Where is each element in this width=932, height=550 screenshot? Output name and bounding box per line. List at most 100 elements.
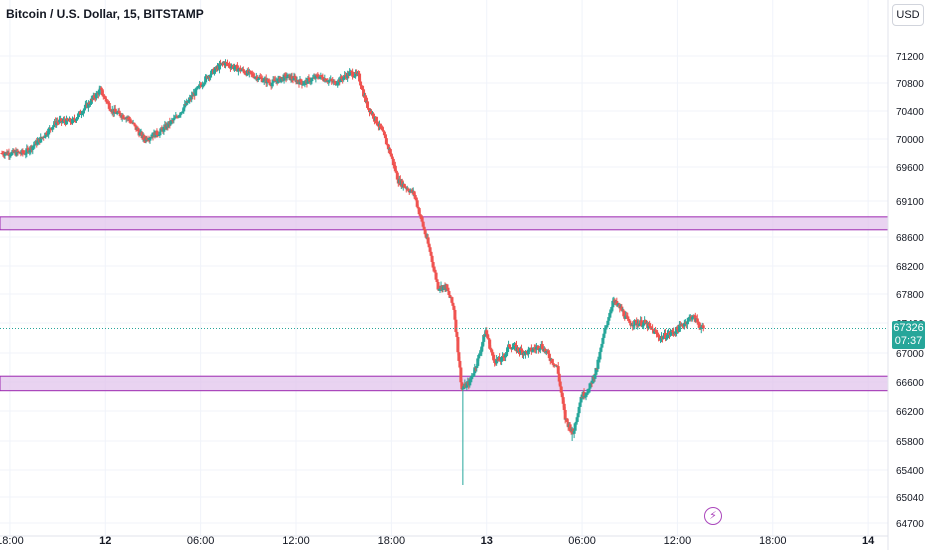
candle-body bbox=[381, 130, 385, 132]
candle-body bbox=[358, 73, 362, 82]
candle-body bbox=[224, 62, 228, 64]
candle-body bbox=[408, 190, 412, 193]
candle-body bbox=[605, 325, 609, 327]
candle-body bbox=[306, 77, 310, 84]
candle-body bbox=[7, 152, 11, 156]
candle-body bbox=[572, 430, 576, 434]
candle-body bbox=[31, 146, 35, 150]
currency-button[interactable]: USD bbox=[892, 4, 924, 26]
candle-body bbox=[69, 118, 73, 123]
candle-body bbox=[431, 261, 435, 268]
candle-body bbox=[93, 98, 97, 100]
candle-body bbox=[294, 78, 298, 83]
candle-body bbox=[530, 350, 534, 352]
candle-body bbox=[249, 71, 253, 74]
candle-body bbox=[314, 75, 318, 79]
candle-body bbox=[326, 81, 330, 83]
candle-body bbox=[455, 331, 459, 338]
candle-body bbox=[593, 374, 597, 379]
candle-body bbox=[597, 359, 601, 361]
candle-body bbox=[452, 305, 456, 310]
candle-body bbox=[80, 113, 84, 115]
candle-body bbox=[402, 183, 406, 187]
candle-body bbox=[39, 136, 43, 143]
candle-body bbox=[309, 81, 313, 83]
candle-body bbox=[271, 79, 275, 83]
candle-body bbox=[400, 180, 404, 188]
candle-body bbox=[404, 187, 408, 189]
candle-body bbox=[438, 288, 442, 290]
candle-body bbox=[142, 135, 146, 140]
candle-body bbox=[573, 423, 577, 431]
candle-body bbox=[526, 349, 530, 355]
candle-body bbox=[9, 154, 13, 156]
candle-body bbox=[197, 85, 201, 87]
candle-body bbox=[508, 344, 512, 348]
candle-body bbox=[261, 81, 265, 83]
candle-body bbox=[394, 171, 398, 173]
price-tick-label: 69100 bbox=[896, 197, 924, 208]
candle-body bbox=[633, 320, 637, 326]
candle-body bbox=[492, 354, 496, 361]
candle-body bbox=[202, 84, 206, 86]
candle-body bbox=[384, 138, 388, 145]
candle-body bbox=[477, 354, 481, 359]
candle-body bbox=[63, 119, 67, 122]
candle-body bbox=[485, 330, 489, 335]
candle-body bbox=[502, 356, 506, 358]
lightning-icon: ⚡︎ bbox=[704, 507, 722, 525]
candle-body bbox=[664, 332, 668, 339]
candle-body bbox=[432, 267, 436, 270]
candle-body bbox=[695, 318, 699, 323]
candle-body bbox=[113, 108, 117, 112]
candle-body bbox=[100, 89, 104, 96]
candle-body bbox=[690, 317, 694, 320]
price-tick-label: 66600 bbox=[896, 378, 924, 389]
candle-body bbox=[364, 95, 368, 103]
candle-body bbox=[575, 417, 579, 422]
candle-body bbox=[677, 324, 681, 332]
symbol-title[interactable]: Bitcoin / U.S. Dollar, 15, BITSTAMP bbox=[6, 7, 204, 21]
candle-body bbox=[518, 348, 522, 353]
candle-body bbox=[481, 341, 485, 347]
candle-body bbox=[101, 95, 105, 97]
candle-body bbox=[260, 78, 264, 83]
candle-body bbox=[236, 69, 240, 72]
candle-body bbox=[227, 64, 231, 67]
candle-body bbox=[362, 89, 366, 97]
candle-body bbox=[491, 352, 495, 355]
support-resistance-zone bbox=[0, 216, 889, 231]
candle-body bbox=[171, 120, 175, 122]
candle-body bbox=[395, 172, 399, 180]
last-price-tag: 67326 07:37 bbox=[892, 321, 925, 349]
candle-body bbox=[427, 243, 431, 248]
candle-body bbox=[175, 116, 179, 118]
candle-body bbox=[412, 191, 416, 196]
candle-body bbox=[414, 197, 418, 201]
candle-body bbox=[473, 367, 477, 374]
candle-body bbox=[259, 77, 263, 79]
candle-body bbox=[162, 126, 166, 132]
candle-body bbox=[579, 396, 583, 403]
candle-body bbox=[551, 363, 555, 365]
candle-body bbox=[235, 65, 239, 72]
candle-body bbox=[160, 128, 164, 130]
candle-body bbox=[406, 188, 410, 191]
candle-body bbox=[117, 110, 121, 113]
candle-body bbox=[136, 128, 140, 132]
candle-body bbox=[670, 330, 674, 332]
candle-body bbox=[490, 349, 494, 353]
candle-body bbox=[330, 79, 334, 81]
candle-body bbox=[450, 297, 454, 303]
candle-body bbox=[348, 71, 352, 76]
candle-body bbox=[607, 317, 611, 321]
candle-body bbox=[461, 388, 465, 390]
candle-body bbox=[71, 118, 75, 124]
candle-body bbox=[604, 326, 608, 329]
candle-body bbox=[16, 150, 20, 153]
candle-body bbox=[342, 77, 346, 80]
candle-body bbox=[344, 75, 348, 77]
candle-body bbox=[369, 110, 373, 115]
candle-body bbox=[563, 409, 567, 420]
